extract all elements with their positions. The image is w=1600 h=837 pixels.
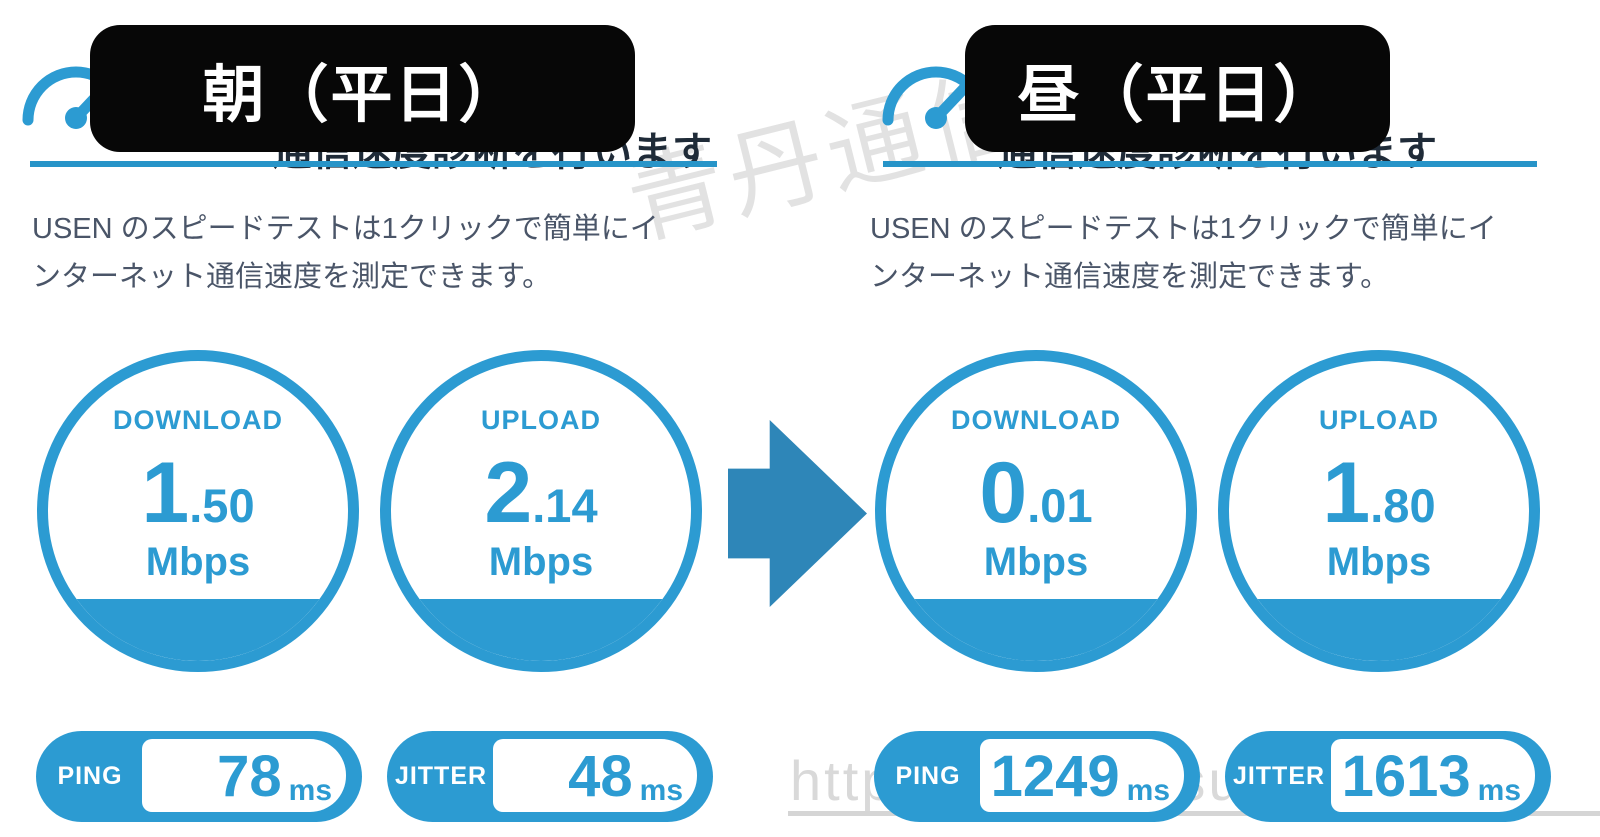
upload-gauge-circle: UPLOAD 2 .14 Mbps (380, 350, 702, 672)
download-value-int: 1 (141, 445, 190, 541)
description-line2: ンターネット通信速度を測定できます。 (32, 261, 552, 293)
upload-gauge-circle: UPLOAD 1 .80 Mbps (1218, 350, 1540, 672)
jitter-value-window: 48 ms (493, 739, 697, 812)
download-value-dec: .50 (189, 479, 255, 532)
download-value-dec: .01 (1027, 479, 1093, 532)
ping-pill: PING 1249 ms (874, 731, 1200, 822)
jitter-unit: ms (1477, 774, 1521, 807)
ping-unit: ms (288, 774, 332, 807)
download-gauge-circle: DOWNLOAD 1 .50 Mbps (37, 350, 359, 672)
description-line1: USEN のスピードテストは1クリックで簡単にイ (870, 213, 1497, 245)
description-line2: ンターネット通信速度を測定できます。 (870, 261, 1390, 293)
description-line1: USEN のスピードテストは1クリックで簡単にイ (32, 213, 659, 245)
jitter-value: 48 (568, 744, 633, 809)
ping-value: 1249 (990, 744, 1120, 809)
ping-pill: PING 78 ms (36, 731, 362, 822)
header-rule (883, 161, 1537, 167)
time-label-morning: 朝（平日） (202, 60, 523, 130)
download-value: 1 .50 (141, 450, 254, 536)
jitter-value: 1613 (1341, 744, 1471, 809)
panel-morning: 通信速度診断を行います 朝（平日） USEN のスピードテストは1クリックで簡単… (22, 25, 717, 822)
ping-value: 78 (217, 744, 282, 809)
download-gauge-content: DOWNLOAD 1 .50 Mbps (48, 361, 348, 661)
upload-unit: Mbps (1326, 540, 1432, 584)
jitter-pill: JITTER 1613 ms (1225, 731, 1551, 822)
jitter-unit: ms (639, 774, 683, 807)
download-label: DOWNLOAD (113, 405, 283, 435)
time-label-box-morning: 朝（平日） (90, 25, 635, 152)
jitter-pill: JITTER 48 ms (387, 731, 713, 822)
ping-label: PING (895, 762, 961, 790)
upload-label: UPLOAD (481, 405, 601, 435)
gauge-fill (48, 599, 348, 661)
speedtest-description: USEN のスピードテストは1クリックで簡単にイ ンターネット通信速度を測定でき… (870, 205, 1497, 301)
gauge-fill (886, 599, 1186, 661)
download-unit: Mbps (145, 540, 251, 584)
ping-value-window: 78 ms (142, 739, 346, 812)
jitter-label: JITTER (1232, 762, 1326, 790)
upload-value-int: 1 (1322, 445, 1371, 541)
download-value: 0 .01 (979, 450, 1092, 536)
upload-value-int: 2 (484, 445, 533, 541)
upload-gauge-content: UPLOAD 2 .14 Mbps (391, 361, 691, 661)
upload-value: 1 .80 (1322, 450, 1435, 536)
download-value-int: 0 (979, 445, 1028, 541)
download-label: DOWNLOAD (951, 405, 1121, 435)
ping-value-window: 1249 ms (980, 739, 1184, 812)
upload-gauge-content: UPLOAD 1 .80 Mbps (1229, 361, 1529, 661)
time-label-noon: 昼（平日） (1017, 60, 1338, 130)
download-gauge-content: DOWNLOAD 0 .01 Mbps (886, 361, 1186, 661)
url-watermark-underline (788, 811, 1600, 816)
upload-value-dec: .80 (1370, 479, 1436, 532)
upload-label: UPLOAD (1319, 405, 1439, 435)
download-gauge-circle: DOWNLOAD 0 .01 Mbps (875, 350, 1197, 672)
gauge-fill (1229, 599, 1529, 661)
download-unit: Mbps (983, 540, 1089, 584)
gauge-fill (391, 599, 691, 661)
time-label-box-noon: 昼（平日） (965, 25, 1390, 152)
panel-noon: 通信速度診断を行います 昼（平日） USEN のスピードテストは1クリックで簡単… (838, 0, 1600, 837)
ping-unit: ms (1126, 774, 1170, 807)
upload-value: 2 .14 (484, 450, 597, 536)
speedtest-description: USEN のスピードテストは1クリックで簡単にイ ンターネット通信速度を測定でき… (32, 205, 659, 301)
jitter-value-window: 1613 ms (1331, 739, 1535, 812)
upload-value-dec: .14 (532, 479, 598, 532)
header-rule (30, 161, 717, 167)
upload-unit: Mbps (488, 540, 594, 584)
ping-label: PING (57, 762, 123, 790)
jitter-label: JITTER (394, 762, 488, 790)
